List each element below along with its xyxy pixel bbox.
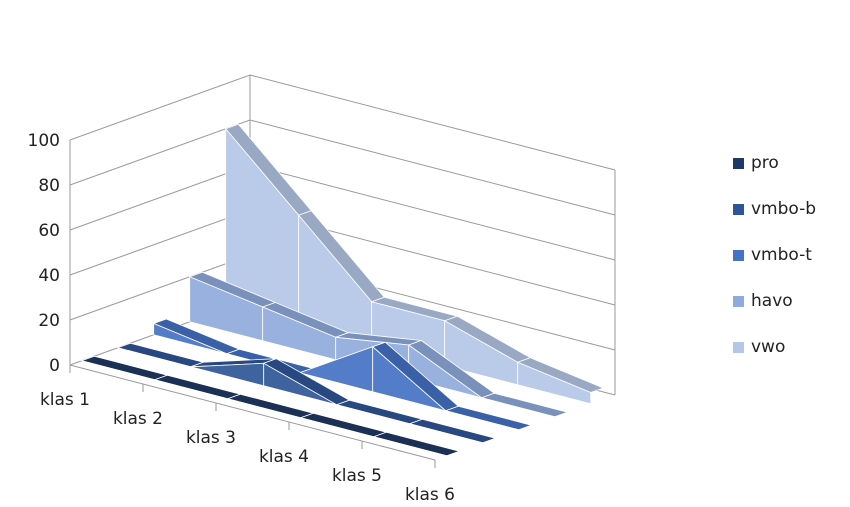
x-tick-label: klas 5 bbox=[332, 466, 382, 486]
legend-label: vmbo-b bbox=[751, 199, 817, 219]
series-ribbon-top bbox=[408, 418, 497, 444]
chart-walls bbox=[69, 74, 616, 468]
series-ribbon-top bbox=[153, 374, 242, 400]
series-ribbon-face bbox=[445, 410, 519, 431]
legend-item: vmbo-b bbox=[733, 186, 816, 232]
series-ribbon-face bbox=[153, 322, 227, 355]
series-ribbon-vmbo-b bbox=[116, 342, 497, 444]
legend-swatch bbox=[733, 203, 744, 215]
series-ribbon-top bbox=[480, 392, 569, 418]
legend-item: havo bbox=[733, 278, 816, 324]
series-ribbon-face bbox=[409, 423, 483, 444]
x-tick-label: klas 1 bbox=[40, 390, 90, 410]
series-ribbon-face bbox=[373, 436, 447, 457]
series-ribbons bbox=[80, 123, 605, 457]
legend-item: vwo bbox=[733, 324, 816, 370]
x-tick-label: klas 3 bbox=[186, 428, 236, 448]
series-ribbon-havo bbox=[188, 271, 569, 418]
y-tick-label: 0 bbox=[49, 356, 60, 376]
legend-item: vmbo-t bbox=[733, 232, 816, 278]
y-tick-label: 40 bbox=[38, 266, 60, 286]
y-tick-label: 100 bbox=[28, 131, 60, 151]
legend-label: pro bbox=[751, 153, 779, 173]
y-tick-label: 80 bbox=[38, 176, 60, 196]
series-ribbon-face bbox=[372, 345, 446, 412]
legend-label: havo bbox=[751, 291, 793, 311]
series-ribbon-face bbox=[481, 397, 555, 418]
series-ribbon-vmbo-t bbox=[152, 318, 533, 431]
y-tick-label: 20 bbox=[38, 311, 60, 331]
legend-swatch bbox=[733, 295, 744, 307]
y-tick-label: 60 bbox=[38, 221, 60, 241]
legend: pro vmbo-b vmbo-t havo vwo bbox=[733, 140, 816, 370]
x-axis-categories: klas 1 klas 2 klas 3 klas 4 klas 5 klas 6 bbox=[40, 390, 455, 505]
series-ribbon-top bbox=[299, 412, 388, 438]
x-tick-label: klas 6 bbox=[405, 485, 455, 505]
series-ribbon-top bbox=[335, 399, 424, 425]
legend-item: pro bbox=[733, 140, 816, 186]
series-ribbon-face bbox=[263, 362, 337, 406]
legend-swatch bbox=[733, 249, 744, 261]
series-ribbon-top bbox=[116, 342, 205, 368]
series-ribbon-top bbox=[80, 355, 169, 381]
series-ribbon-face bbox=[190, 362, 265, 387]
y-axis-ticks: 0 20 40 60 80 100 bbox=[28, 131, 60, 376]
legend-swatch bbox=[733, 157, 744, 169]
legend-label: vwo bbox=[751, 337, 786, 357]
series-ribbon-top bbox=[372, 431, 461, 457]
series-ribbon-top bbox=[444, 405, 533, 431]
series-ribbon-face bbox=[408, 344, 482, 399]
series-ribbon-face bbox=[517, 361, 592, 405]
legend-label: vmbo-t bbox=[751, 245, 812, 265]
x-tick-label: klas 4 bbox=[259, 447, 309, 467]
series-ribbon-pro bbox=[80, 355, 461, 457]
x-tick-label: klas 2 bbox=[113, 409, 163, 429]
x-axis-line bbox=[69, 364, 436, 461]
series-ribbon-top bbox=[226, 393, 315, 419]
series-ribbon-vwo bbox=[225, 123, 605, 405]
legend-swatch bbox=[733, 341, 744, 353]
